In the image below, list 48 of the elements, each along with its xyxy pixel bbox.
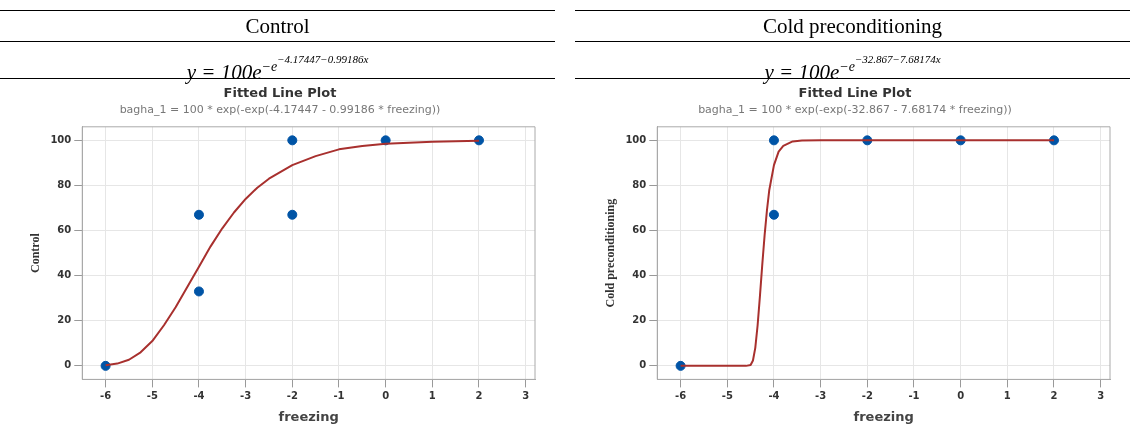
y-tick-label: 100 xyxy=(625,133,647,145)
point xyxy=(193,286,204,297)
x-tick-label: -2 xyxy=(286,389,298,401)
point xyxy=(768,209,779,220)
x-tick-label: 3 xyxy=(1097,389,1105,401)
x-tick-label: 1 xyxy=(1003,389,1011,401)
y-tick-label: 40 xyxy=(632,269,647,281)
x-tick-label: 0 xyxy=(382,389,390,401)
x-axis-title: freezing xyxy=(278,408,339,424)
point xyxy=(287,209,298,220)
y-tick-label: 80 xyxy=(57,179,72,191)
y-tick-label: 0 xyxy=(639,359,647,371)
x-tick-label: -4 xyxy=(768,389,780,401)
x-tick-label: -4 xyxy=(193,389,205,401)
x-tick-label: -1 xyxy=(333,389,345,401)
y-tick-label: 40 xyxy=(57,269,72,281)
text: Control xyxy=(0,10,555,42)
x-tick-label: -5 xyxy=(146,389,158,401)
x-axis-title: freezing xyxy=(853,408,914,424)
x-tick-label: -2 xyxy=(861,389,873,401)
x-tick-label: -3 xyxy=(815,389,827,401)
x-tick-label: 2 xyxy=(475,389,483,401)
chart-subtitle: bagha_1 = 100 * exp(-exp(-32.867 - 7.68174 * freezing)) xyxy=(698,103,1012,117)
y-tick-label: 100 xyxy=(50,133,72,145)
text: Cold preconditioning xyxy=(575,10,1130,42)
y-tick-label: 20 xyxy=(632,314,647,326)
y-tick-label: 20 xyxy=(57,314,72,326)
x-tick-label: 1 xyxy=(428,389,436,401)
x-tick-label: 3 xyxy=(522,389,530,401)
y-tick-label: 60 xyxy=(632,224,647,236)
chart-title: Fitted Line Plot xyxy=(798,85,912,101)
y-axis-title: Cold preconditioning xyxy=(603,198,618,308)
x-tick-label: -5 xyxy=(721,389,733,401)
y-tick-label: 80 xyxy=(632,179,647,191)
x-tick-label: -6 xyxy=(100,389,112,401)
x-tick-label: -6 xyxy=(675,389,687,401)
x-tick-label: 0 xyxy=(957,389,965,401)
x-tick-label: -3 xyxy=(240,389,252,401)
y-tick-label: 0 xyxy=(64,359,72,371)
y-tick-label: 60 xyxy=(57,224,72,236)
point xyxy=(768,135,779,146)
point xyxy=(193,209,204,220)
x-tick-label: 2 xyxy=(1050,389,1058,401)
point xyxy=(287,135,298,146)
y-axis-title: Control xyxy=(28,232,43,273)
x-tick-label: -1 xyxy=(908,389,920,401)
chart-title: Fitted Line Plot xyxy=(223,85,337,101)
chart-subtitle: bagha_1 = 100 * exp(-exp(-4.17447 - 0.99186 * freezing)) xyxy=(119,103,441,117)
